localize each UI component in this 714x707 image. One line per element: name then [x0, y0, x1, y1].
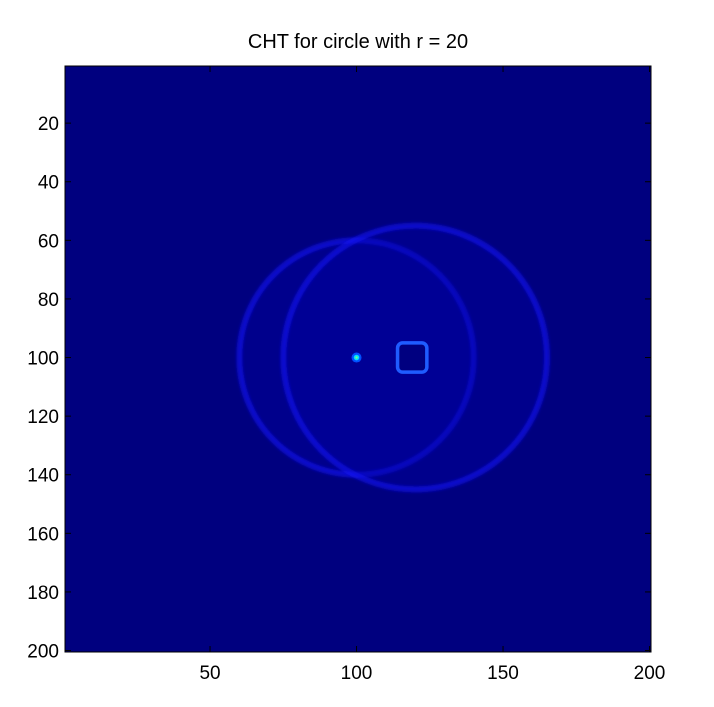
x-tick-label: 50	[199, 663, 220, 684]
x-tick-label: 200	[634, 663, 666, 684]
x-tick-label: 150	[487, 663, 519, 684]
y-tick-label: 180	[27, 583, 59, 604]
y-tick-label: 100	[27, 349, 59, 370]
y-tick-label: 200	[27, 642, 59, 663]
y-tick-label: 160	[27, 524, 59, 545]
accumulator-peak-center	[355, 356, 358, 359]
y-axis: 20 40 60 80 100 120 140 160 180 200	[27, 114, 651, 663]
x-tick-label: 100	[341, 663, 373, 684]
y-tick-label: 60	[38, 231, 59, 252]
y-tick-label: 20	[38, 114, 59, 135]
y-tick-label: 140	[27, 466, 59, 487]
y-tick-label: 120	[27, 407, 59, 428]
x-axis: 50 100 150 200	[199, 66, 665, 684]
chart-title: CHT for circle with r = 20	[248, 31, 468, 53]
y-tick-label: 40	[38, 173, 59, 194]
accumulator-ring	[280, 222, 550, 493]
heatmap-features	[236, 222, 550, 493]
plot-frame	[64, 65, 652, 653]
accumulator-square-edge	[395, 341, 429, 374]
y-tick-label: 80	[38, 290, 59, 311]
